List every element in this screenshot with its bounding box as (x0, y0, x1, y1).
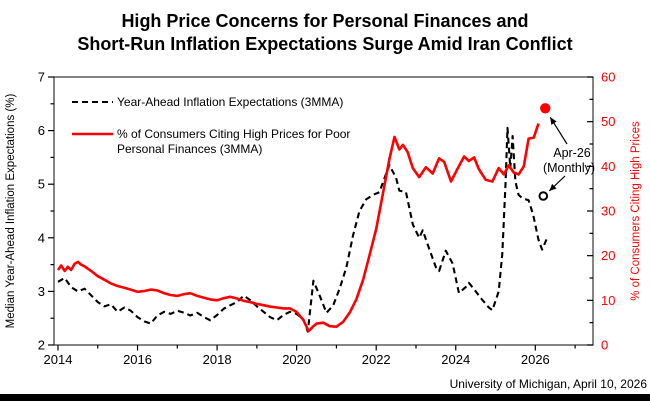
legend: Year-Ahead Inflation Expectations (3MMA)… (72, 95, 350, 156)
series-inflation-expectations-line (57, 126, 548, 333)
left-axis-tick-label: 7 (38, 70, 45, 85)
apr-26-monthly-high-prices-marker (540, 103, 551, 114)
left-axis-tick-label: 5 (38, 177, 45, 192)
x-axis-tick-label: 2024 (441, 352, 470, 367)
x-axis: 2014 2016 2018 2020 2022 2024 2026 (44, 345, 576, 367)
right-axis-tick-label: 0 (601, 338, 608, 353)
right-axis-tick-label: 30 (601, 204, 615, 219)
series-high-prices-line (56, 123, 540, 333)
right-axis-title: % of Consumers Citing High Prices (630, 121, 642, 301)
left-axis-title: Median Year-Ahead Inflation Expectations… (5, 94, 17, 329)
right-axis-tick-label: 40 (601, 159, 615, 174)
left-axis-tick-label: 4 (38, 230, 45, 245)
right-axis-tick-label: 10 (601, 293, 615, 308)
x-axis-tick-label: 2026 (521, 352, 550, 367)
right-axis-tick-label: 60 (601, 70, 615, 85)
annotation-arrowhead (550, 117, 557, 125)
legend-label-inflation: Year-Ahead Inflation Expectations (3MMA) (117, 95, 343, 109)
chart-title-line2: Short-Run Inflation Expectations Surge A… (77, 34, 573, 54)
annotation-line2: (Monthly) (543, 161, 595, 175)
bottom-bar (0, 394, 650, 401)
legend-label-high-prices-line2: Personal Finances (3MMA) (117, 142, 262, 156)
chart-title-line1: High Price Concerns for Personal Finance… (121, 11, 529, 31)
left-axis-tick-label: 2 (38, 338, 45, 353)
x-axis-tick-label: 2020 (282, 352, 311, 367)
x-axis-tick-label: 2022 (362, 352, 391, 367)
left-axis: 2 3 4 5 6 7 Median Year-Ahead Inflation Expect… (5, 70, 54, 353)
source-note: University of Michigan, April 10, 2026 (449, 377, 647, 391)
right-axis: 0 10 20 30 40 50 60 % of Consumers Citing High … (587, 70, 642, 353)
annotation-line1: Apr-26 (553, 146, 591, 160)
x-axis-tick-label: 2016 (123, 352, 152, 367)
apr-26-monthly-inflation-expectations-marker (538, 191, 549, 201)
annotation-apr-26: Apr-26(Monthly) (543, 116, 595, 192)
left-axis-tick-label: 6 (38, 123, 45, 138)
x-axis-tick-label: 2018 (203, 352, 232, 367)
x-axis-tick-label: 2014 (44, 352, 73, 367)
right-axis-tick-label: 50 (601, 114, 615, 129)
left-axis-tick-label: 3 (38, 284, 45, 299)
annotation-arrowhead (549, 183, 557, 191)
right-axis-tick-label: 20 (601, 248, 615, 263)
legend-label-high-prices-line1: % of Consumers Citing High Prices for Po… (117, 127, 350, 141)
